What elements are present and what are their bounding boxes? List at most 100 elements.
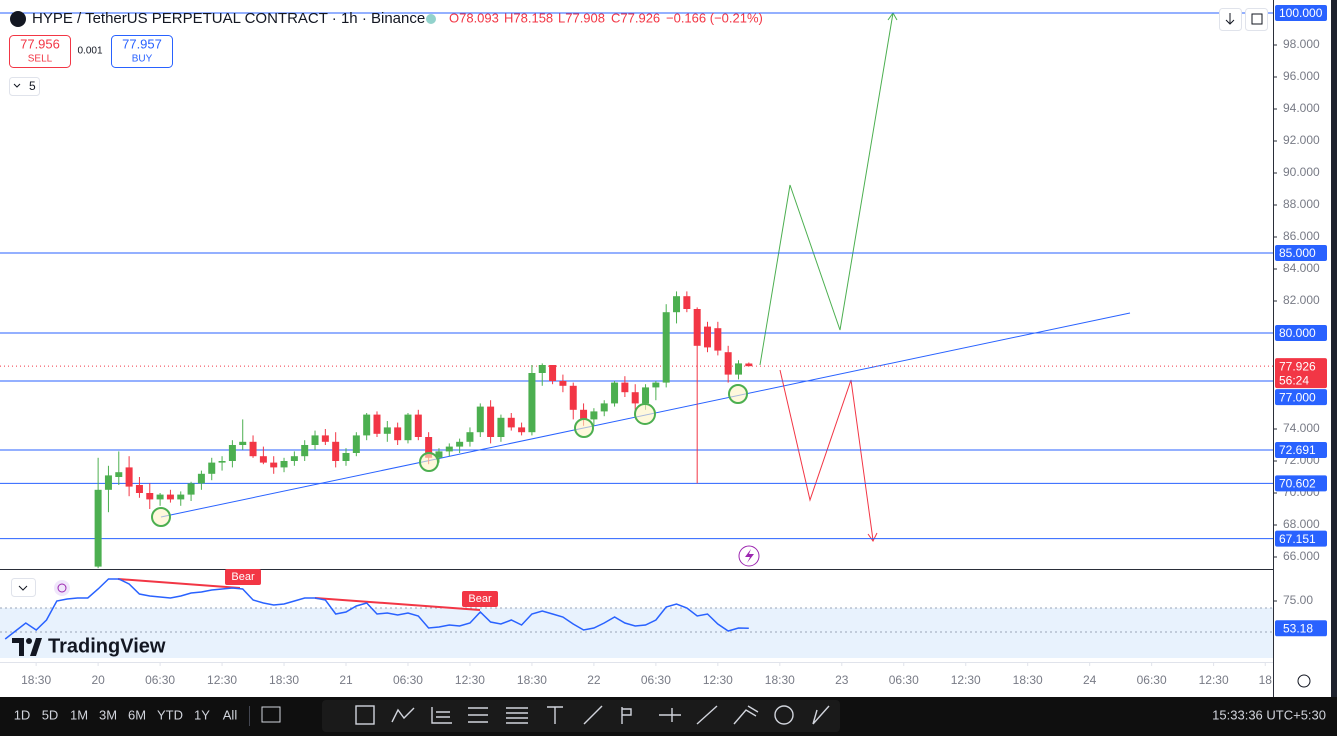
drawing-tools: [355, 705, 830, 725]
fullscreen-button[interactable]: [1245, 8, 1268, 31]
y-tick-label: 96.000: [1283, 69, 1320, 83]
bear-label: Bear: [468, 593, 492, 605]
level-tag: [1275, 5, 1327, 21]
pane-collapse[interactable]: [11, 578, 36, 597]
level-tag-label: 77.000: [1279, 390, 1316, 404]
price-tag-label: 77.926: [1279, 359, 1316, 373]
candle-body: [228, 445, 236, 461]
x-tick-label: 12:30: [455, 673, 485, 687]
level-tag: [1275, 325, 1327, 341]
candle-body: [580, 409, 588, 420]
candle-body: [104, 475, 112, 490]
bearish-path[interactable]: [779, 369, 874, 541]
indicators-toggle[interactable]: [9, 77, 40, 96]
tool-path[interactable]: [391, 707, 415, 723]
candle-body: [476, 406, 484, 433]
tool-text[interactable]: [547, 706, 563, 724]
y-tick-label: 66.000: [1283, 549, 1320, 563]
tool-rect[interactable]: [355, 705, 375, 725]
x-tick-label: 24: [1083, 673, 1097, 687]
order-qty[interactable]: 0.001: [77, 46, 102, 57]
candle-body: [311, 435, 319, 445]
candle-body: [538, 365, 546, 373]
x-tick-label: 12:30: [951, 673, 981, 687]
candle-body: [652, 382, 660, 388]
tool-flag[interactable]: [621, 707, 632, 724]
candle-body: [404, 414, 412, 441]
candle-body: [487, 406, 495, 437]
candle-body: [600, 403, 608, 412]
y-tick-label: 86.000: [1283, 229, 1320, 243]
range-button[interactable]: 3M: [99, 707, 117, 722]
candle-body: [177, 494, 185, 500]
range-button[interactable]: 5D: [42, 707, 59, 722]
tool-brush[interactable]: [696, 705, 718, 725]
rsi-band: [0, 608, 1273, 658]
countdown: 56:24: [1279, 373, 1309, 387]
y-tick-label: 98.000: [1283, 37, 1320, 51]
candle-body: [321, 435, 329, 442]
axes: 18:30 20 06:30 12:30 18:30 21 06:30 12:30 18:30 2…: [21, 5, 1327, 687]
x-tick-label: 18:30: [269, 673, 299, 687]
fullscreen-icon: [1251, 13, 1263, 25]
range-button[interactable]: 6M: [128, 707, 146, 722]
candle-body: [383, 427, 391, 434]
y-tick-label: 88.000: [1283, 197, 1320, 211]
candle-body: [745, 363, 753, 367]
indicators-count: 5: [29, 79, 36, 93]
tool-measure[interactable]: [659, 708, 681, 722]
candle-body: [693, 309, 701, 346]
candle-body: [507, 417, 515, 428]
tool-levels[interactable]: [506, 707, 528, 724]
candle-body: [724, 352, 732, 375]
range-button[interactable]: All: [223, 707, 238, 722]
range-button[interactable]: 1D: [14, 707, 31, 722]
x-tick-label: 23: [835, 673, 849, 687]
tool-pen[interactable]: [733, 705, 759, 725]
candle-body: [249, 441, 257, 457]
y-tick-label: 74.000: [1283, 421, 1320, 435]
range-button[interactable]: 1Y: [194, 707, 210, 722]
clock: 15:33:36 UTC+5:30: [1212, 707, 1326, 722]
candle-body: [363, 414, 371, 436]
candle-body: [497, 417, 505, 437]
right-edge: [1331, 0, 1337, 697]
level-tag: [1275, 530, 1327, 547]
range-button[interactable]: YTD: [157, 707, 183, 722]
tool-lines[interactable]: [468, 707, 488, 723]
bear-tag: [462, 591, 498, 607]
symbol-logo: [10, 11, 26, 27]
value-tag: [1275, 620, 1327, 637]
level-tag: [1275, 389, 1327, 406]
level-tag: [1275, 441, 1327, 458]
divergence-line: [314, 597, 481, 611]
settings-icon[interactable]: [1297, 674, 1311, 688]
x-tick-label: 22: [587, 673, 601, 687]
tool-line[interactable]: [583, 705, 603, 725]
x-tick-label: 18:30: [21, 673, 51, 687]
tool-fib[interactable]: [431, 707, 452, 724]
candle-body: [414, 414, 422, 437]
candle-body: [115, 472, 123, 477]
candle-body: [704, 326, 712, 348]
pivot-circle: [574, 418, 594, 438]
sell-button[interactable]: [9, 35, 71, 68]
pivot-circles: [151, 384, 748, 527]
candle-body: [208, 462, 216, 474]
y-tick-label: 68.000: [1283, 517, 1320, 531]
tv-logo-mark: [12, 638, 42, 656]
candle-body: [290, 456, 298, 461]
sell-price: 77.956: [20, 36, 60, 51]
date-range-icon[interactable]: [261, 706, 281, 723]
tool-eye[interactable]: [774, 705, 794, 725]
range-button[interactable]: 1M: [70, 707, 88, 722]
pane-refresh[interactable]: [54, 580, 70, 596]
level-tag: [1275, 475, 1327, 492]
candle-body: [466, 432, 474, 442]
buy-button[interactable]: [111, 35, 173, 68]
sell-label: SELL: [28, 54, 53, 65]
tool-pencil[interactable]: [812, 705, 830, 725]
x-tick-label: 18:30: [1013, 673, 1043, 687]
bullish-path[interactable]: [759, 12, 894, 366]
chevron: [13, 83, 21, 88]
